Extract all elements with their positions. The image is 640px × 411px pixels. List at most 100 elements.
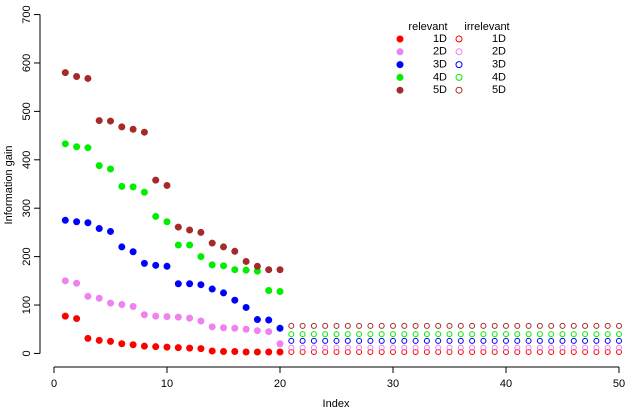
point [344,331,351,338]
point [310,348,317,355]
legend-marker [396,73,404,81]
point [276,266,284,274]
point [548,348,555,355]
point [95,162,103,170]
point [491,348,498,355]
point [570,344,577,351]
point [615,322,622,329]
point [242,266,250,274]
point [367,322,374,329]
x-tick-label: 50 [613,378,625,390]
point [299,348,306,355]
point [356,322,363,329]
point [401,331,408,338]
point [435,337,442,344]
point [525,344,532,351]
point [525,331,532,338]
point [423,337,430,344]
legend-marker [455,48,463,56]
legend-label: 2D [433,46,447,58]
point [231,296,239,304]
point [446,322,453,329]
point [73,315,81,323]
point [152,212,160,220]
point [186,314,194,322]
point [423,322,430,329]
point [310,337,317,344]
point [253,262,261,270]
point [389,337,396,344]
point [604,322,611,329]
point [174,344,182,352]
point [615,344,622,351]
point [525,337,532,344]
point [140,188,148,196]
point [95,336,103,344]
point [491,322,498,329]
point [61,140,69,148]
point [469,331,476,338]
point [253,348,261,356]
x-tick-label: 40 [500,378,512,390]
point [435,322,442,329]
point [570,331,577,338]
point [220,262,228,270]
point [107,117,115,125]
legend-label: 4D [492,71,506,83]
point [514,322,521,329]
point [220,289,228,297]
y-tick-label: 300 [21,199,33,217]
point [344,322,351,329]
x-tick-label: 10 [161,378,173,390]
point [163,181,171,189]
point [514,337,521,344]
point [107,227,115,235]
point [231,324,239,332]
point [548,337,555,344]
legend-marker [396,48,404,56]
point [356,337,363,344]
point [469,348,476,355]
y-tick-label: 700 [21,5,33,23]
point [367,344,374,351]
point [152,176,160,184]
point [378,337,385,344]
point [480,348,487,355]
point [536,344,543,351]
point [220,324,228,332]
point [367,331,374,338]
point [593,322,600,329]
point [220,243,228,251]
x-tick-label: 20 [274,378,286,390]
point [457,331,464,338]
point [615,348,622,355]
point [446,344,453,351]
point [559,331,566,338]
point [73,279,81,287]
point [582,348,589,355]
point [84,74,92,82]
point [197,317,205,325]
point [389,331,396,338]
point [356,344,363,351]
point [186,241,194,249]
point [582,337,589,344]
point [333,331,340,338]
point [163,343,171,351]
point [491,331,498,338]
point [310,344,317,351]
point [95,225,103,233]
point [559,322,566,329]
point [186,226,194,234]
point [129,248,137,256]
point [389,344,396,351]
point [231,247,239,255]
point [525,322,532,329]
point [322,337,329,344]
point [367,348,374,355]
point [265,348,273,356]
y-tick-label: 500 [21,102,33,120]
point [502,337,509,344]
point [582,344,589,351]
point [288,337,295,344]
